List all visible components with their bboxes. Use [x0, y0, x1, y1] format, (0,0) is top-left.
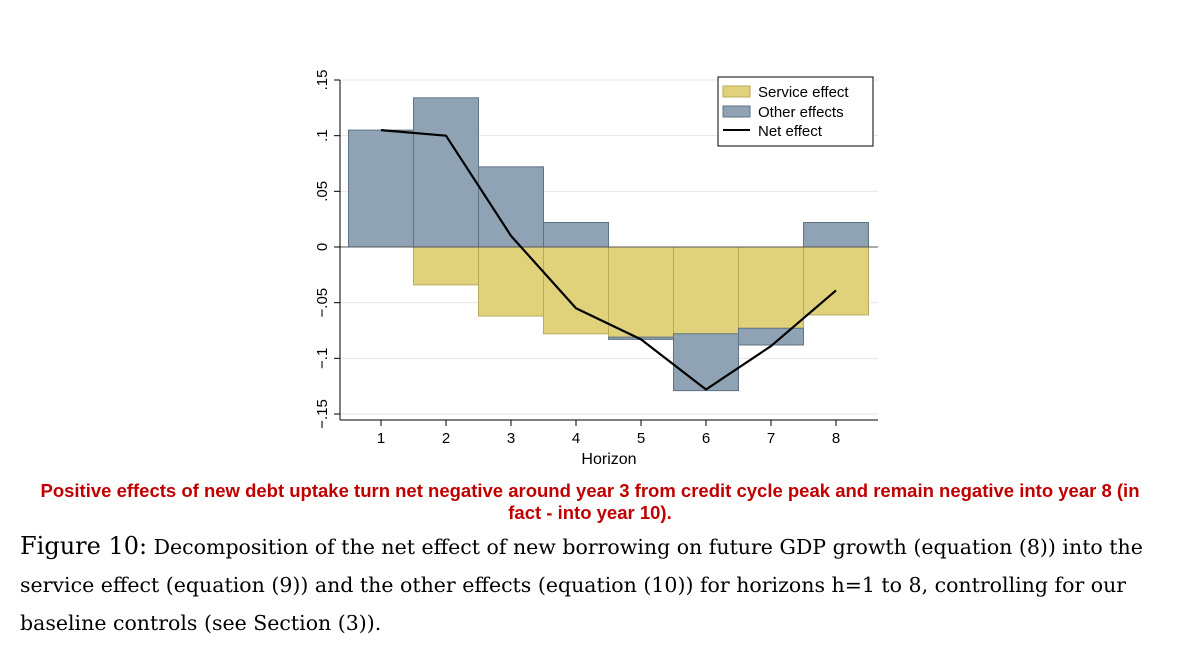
- x-tick-label: 3: [507, 430, 515, 447]
- bar-other-effects: [413, 97, 479, 248]
- bar-other-effects: [478, 166, 544, 248]
- x-tick-label: 7: [767, 430, 775, 447]
- y-tick-label: −.05: [314, 288, 331, 318]
- net-effect-line: [380, 129, 837, 391]
- annotation-text: Positive effects of new debt uptake turn…: [40, 480, 1140, 523]
- bar-service-effect: [738, 246, 804, 329]
- y-tick-label: −.1: [314, 348, 331, 369]
- bar-service-effect: [413, 246, 479, 286]
- y-tick-label: −.15: [314, 399, 331, 429]
- net-effect-line-group: [380, 129, 837, 391]
- y-tick-label: .05: [314, 181, 331, 202]
- chart: −.15 −.1 −.05 0 .05 .1 .15 1 2 3 4 5 6 7 8 Service eff…: [314, 70, 878, 468]
- bar-service-effect: [608, 246, 674, 338]
- x-axis-title: Horizon: [581, 451, 636, 468]
- bar-service-effect: [803, 246, 869, 316]
- legend-label-other-effects: Other effects: [758, 104, 844, 121]
- bar-other-effects: [673, 333, 739, 392]
- legend-swatch-other-effects: [722, 105, 751, 118]
- x-tick-label: 4: [572, 430, 580, 447]
- y-tick-label: .15: [314, 70, 331, 91]
- legend-swatch-service-effect: [722, 85, 751, 98]
- bars: [340, 97, 878, 392]
- bar-other-effects: [348, 129, 414, 248]
- x-tick-label: 8: [832, 430, 840, 447]
- legend-label-net-effect: Net effect: [758, 123, 823, 140]
- x-tick-label: 2: [442, 430, 450, 447]
- x-tick-label: 5: [637, 430, 645, 447]
- bar-other-effects: [803, 222, 869, 248]
- bar-service-effect: [673, 246, 739, 335]
- bar-service-effect: [478, 246, 544, 317]
- figure-caption: Figure 10: Decomposition of the net effe…: [20, 527, 1185, 642]
- legend: Service effect Other effects Net effect: [717, 76, 874, 147]
- figure-label: Figure 10:: [20, 532, 148, 560]
- bar-other-effects: [543, 222, 609, 248]
- y-tick-label: 0: [314, 243, 331, 251]
- x-tick-label: 6: [702, 430, 710, 447]
- bar-other-effects: [738, 327, 804, 346]
- y-tick-label: .1: [314, 129, 331, 142]
- legend-label-service-effect: Service effect: [758, 84, 849, 101]
- x-tick-label: 1: [377, 430, 385, 447]
- caption-text: Decomposition of the net effect of new b…: [20, 535, 1143, 635]
- axes: −.15 −.1 −.05 0 .05 .1 .15 1 2 3 4 5 6 7 8: [314, 70, 878, 447]
- bar-service-effect: [543, 246, 609, 335]
